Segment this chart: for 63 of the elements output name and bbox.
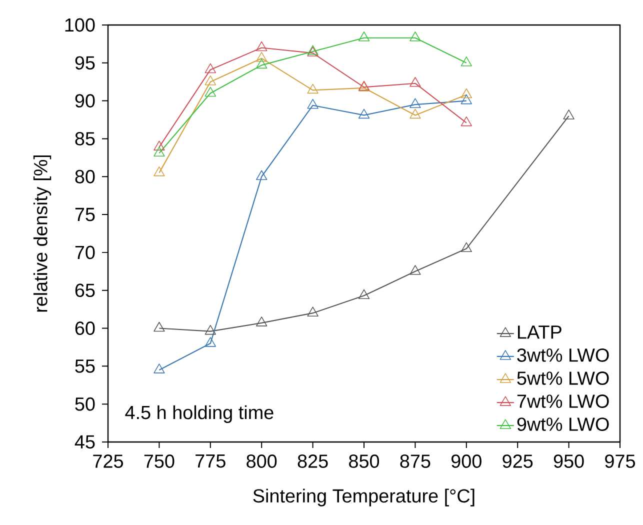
y-tick-label: 60 bbox=[75, 322, 95, 335]
point bbox=[256, 52, 268, 62]
point bbox=[410, 264, 421, 275]
point bbox=[410, 76, 421, 87]
y-tick-label: 55 bbox=[75, 360, 95, 373]
point bbox=[154, 322, 165, 332]
x-tick-label: 900 bbox=[452, 454, 482, 468]
y-tick-label: 85 bbox=[75, 132, 95, 146]
annotation: 4.5 h holding time bbox=[125, 405, 274, 423]
point bbox=[256, 58, 268, 69]
point bbox=[256, 316, 268, 326]
y-tick-label: 90 bbox=[75, 94, 95, 108]
y-tick-label: 65 bbox=[75, 284, 95, 298]
legend-label: 3wt% LWO bbox=[517, 348, 609, 362]
point bbox=[204, 337, 216, 347]
point bbox=[410, 31, 421, 42]
point bbox=[563, 110, 574, 120]
x-tick-label: 950 bbox=[554, 454, 584, 468]
point bbox=[204, 86, 216, 97]
y-tick-label: 80 bbox=[75, 170, 95, 184]
x-axis-title: Sintering Temperature [°C] bbox=[253, 488, 474, 506]
y-tick-label: 95 bbox=[75, 56, 95, 70]
point bbox=[307, 306, 318, 316]
point bbox=[256, 41, 268, 52]
x-tick-label: 850 bbox=[349, 454, 380, 468]
y-axis-title: relative density [%] bbox=[33, 155, 52, 312]
point bbox=[410, 98, 421, 108]
point bbox=[460, 242, 472, 252]
point bbox=[204, 75, 216, 86]
legend-label: LATP bbox=[518, 326, 562, 339]
y-tick-label: 100 bbox=[65, 18, 95, 32]
y-tick-label: 50 bbox=[75, 397, 95, 411]
point bbox=[154, 364, 165, 374]
point bbox=[460, 116, 472, 126]
point bbox=[204, 324, 216, 335]
point bbox=[307, 98, 318, 109]
legend-label: 5wt% LWO bbox=[517, 371, 609, 385]
legend-label: 9wt% LWO bbox=[517, 418, 609, 431]
x-tick-label: 825 bbox=[298, 454, 328, 468]
y-tick-label: 75 bbox=[75, 208, 95, 222]
point bbox=[256, 170, 268, 180]
point bbox=[460, 88, 472, 98]
x-tick-label: 875 bbox=[400, 454, 430, 468]
x-tick-label: 750 bbox=[144, 454, 174, 468]
point bbox=[307, 84, 318, 94]
x-tick-label: 775 bbox=[196, 454, 226, 468]
point bbox=[358, 31, 370, 42]
x-tick-label: 925 bbox=[502, 454, 533, 468]
x-tick-label: 975 bbox=[605, 454, 635, 468]
point bbox=[154, 166, 165, 176]
point bbox=[204, 63, 216, 74]
y-tick-label: 45 bbox=[74, 435, 95, 449]
legend-label: 7wt% LWO bbox=[517, 394, 609, 408]
point bbox=[460, 56, 472, 66]
point bbox=[154, 146, 165, 157]
x-tick-label: 800 bbox=[246, 454, 277, 468]
y-tick-label: 70 bbox=[75, 246, 95, 260]
point bbox=[154, 140, 165, 150]
point bbox=[460, 94, 472, 104]
x-tick-label: 725 bbox=[93, 454, 123, 468]
point bbox=[410, 108, 421, 119]
point bbox=[358, 289, 370, 300]
point bbox=[358, 108, 370, 119]
